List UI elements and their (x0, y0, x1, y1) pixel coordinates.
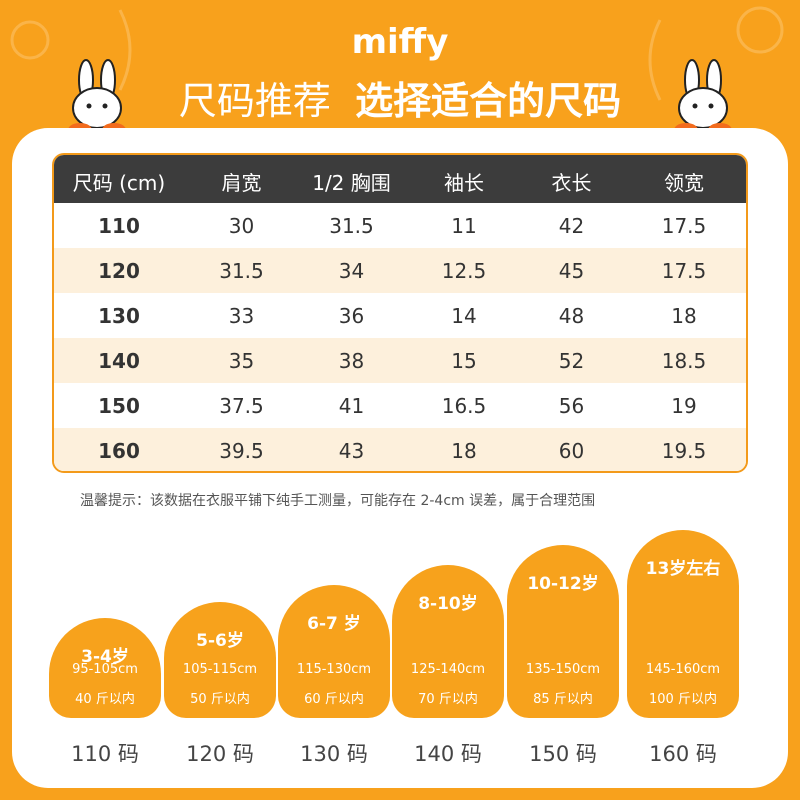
table-cell: 18 (671, 304, 697, 328)
age-card: 10-12岁 135-150cm 85 斤以内 (507, 545, 619, 718)
weight: 85 斤以内 (533, 692, 593, 707)
table-cell: 36 (338, 304, 365, 328)
column-header: 1/2 胸围 (312, 171, 391, 195)
column-header: 衣长 (551, 171, 592, 195)
title-row: 尺码推荐 选择适合的尺码 (0, 70, 800, 125)
bunny-right (674, 59, 732, 137)
size-label: 110 码 (71, 742, 139, 766)
table-cell: 160 (98, 439, 140, 463)
table-cell: 18.5 (661, 349, 707, 373)
table-cell: 41 (338, 394, 365, 418)
age: 3-4岁 (81, 647, 129, 667)
weight: 40 斤以内 (75, 692, 135, 707)
brand: miffy (351, 22, 449, 62)
table-cell: 60 (558, 439, 585, 463)
age-card: 6-7 岁 115-130cm 60 斤以内 (278, 585, 390, 718)
age: 8-10岁 (418, 594, 478, 614)
height-range: 145-160cm (645, 662, 721, 677)
table-row (54, 293, 746, 338)
age: 10-12岁 (527, 574, 599, 594)
column-header: 袖长 (444, 171, 484, 195)
table-cell: 150 (98, 394, 140, 418)
header-row (54, 155, 746, 203)
table-cell: 42 (558, 214, 585, 238)
title: 尺码推荐 (178, 79, 331, 123)
table-row (54, 338, 746, 383)
height-range: 105-115cm (182, 662, 258, 677)
age-card: 13岁左右 145-160cm 100 斤以内 (627, 530, 739, 718)
height-range: 135-150cm (525, 662, 601, 677)
table-cell: 37.5 (219, 394, 264, 418)
size-table: 尺码 (cm) 肩宽 1/2 胸围 袖长 衣长 领宽 110 30 31.5 11 42 17.5 12… (52, 153, 748, 473)
age: 6-7 岁 (307, 614, 361, 634)
height-range: 95-105cm (72, 662, 138, 677)
table-row (54, 203, 746, 248)
table-cell: 140 (98, 349, 140, 373)
table-cell: 35 (228, 349, 255, 373)
table-cell: 33 (228, 304, 255, 328)
size-label: 120 码 (186, 742, 254, 766)
table-cell: 56 (558, 394, 585, 418)
table-cell: 11 (451, 214, 477, 238)
age-card: 8-10岁 125-140cm 70 斤以内 (392, 565, 504, 718)
age-card: 5-6岁 105-115cm 50 斤以内 (164, 602, 276, 718)
table-cell: 31.5 (219, 259, 264, 283)
table-cell: 15 (451, 349, 477, 373)
age: 13岁左右 (645, 559, 721, 579)
weight: 100 斤以内 (649, 692, 717, 707)
size-label: 160 码 (649, 742, 717, 766)
height-range: 115-130cm (296, 662, 372, 677)
subtitle: 选择适合的尺码 (355, 79, 622, 123)
column-header: 领宽 (664, 171, 704, 195)
table-cell: 17.5 (661, 259, 707, 283)
table-cell: 45 (558, 259, 585, 283)
height-range: 125-140cm (410, 662, 486, 677)
table-cell: 31.5 (329, 214, 374, 238)
weight: 60 斤以内 (304, 692, 364, 707)
table-cell: 52 (558, 349, 585, 373)
table-cell: 19.5 (661, 439, 707, 463)
column-header: 肩宽 (221, 171, 262, 195)
age: 5-6岁 (196, 631, 244, 651)
table-cell: 110 (98, 214, 140, 238)
table-cell: 38 (338, 349, 365, 373)
table-row (54, 428, 746, 471)
table-cell: 17.5 (661, 214, 707, 238)
note: 温馨提示：该数据在衣服平铺下纯手工测量，可能存在 2-4cm 误差，属于合理范围 (80, 493, 596, 509)
table-cell: 39.5 (219, 439, 264, 463)
table-cell: 12.5 (441, 259, 487, 283)
weight: 70 斤以内 (418, 692, 478, 707)
table-cell: 48 (558, 304, 585, 328)
size-label: 150 码 (529, 742, 597, 766)
table-row (54, 248, 746, 293)
table-cell: 18 (451, 439, 477, 463)
table-cell: 34 (338, 259, 365, 283)
age-card: 3-4岁 95-105cm 40 斤以内 (49, 618, 161, 718)
table-cell: 130 (98, 304, 140, 328)
table-cell: 19 (671, 394, 697, 418)
table-cell: 43 (338, 439, 365, 463)
column-header: 尺码 (cm) (72, 171, 166, 195)
table-cell: 14 (451, 304, 477, 328)
table-cell: 30 (228, 214, 255, 238)
table-cell: 16.5 (441, 394, 487, 418)
table-cell: 120 (98, 259, 140, 283)
table-row (54, 383, 746, 428)
size-label: 130 码 (300, 742, 368, 766)
size-label: 140 码 (414, 742, 482, 766)
weight: 50 斤以内 (190, 692, 250, 707)
